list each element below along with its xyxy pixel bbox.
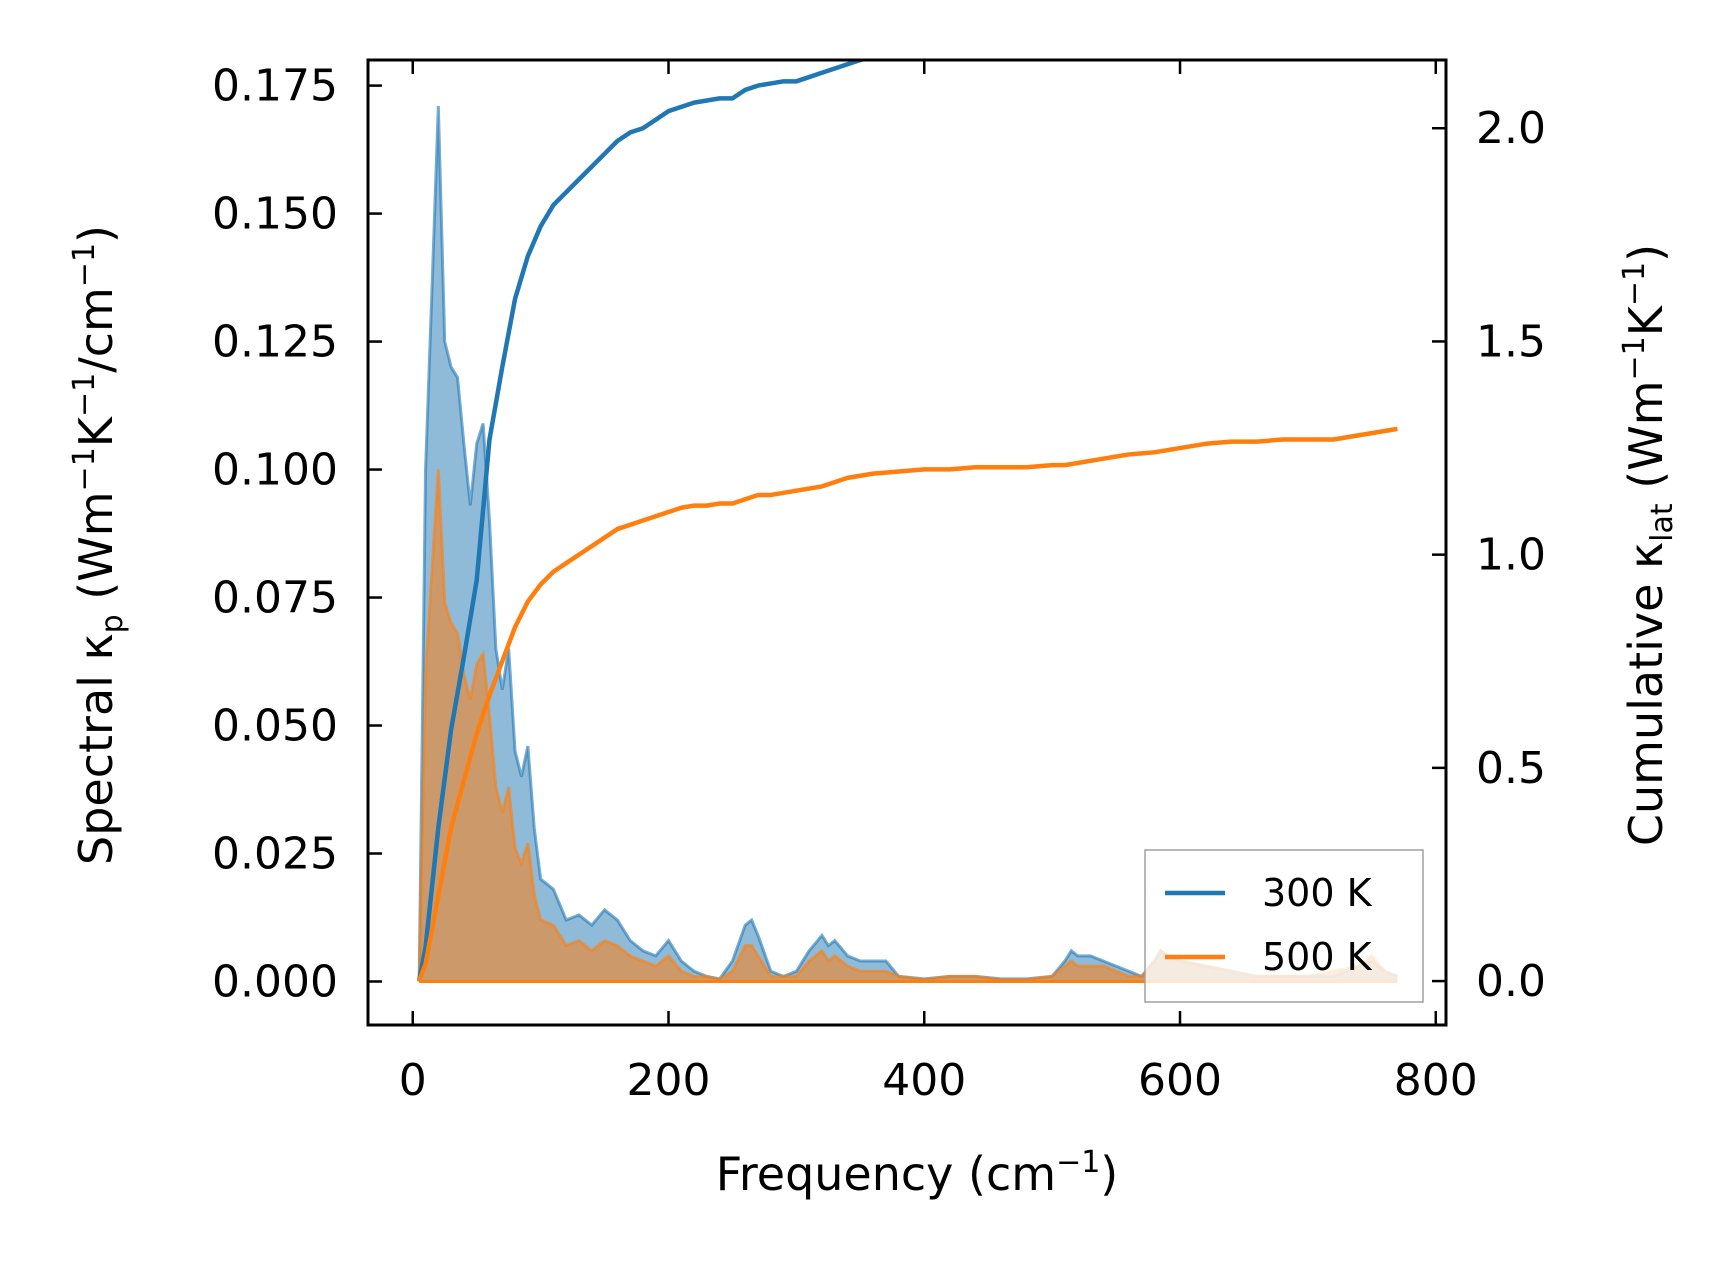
legend-box bbox=[1144, 849, 1424, 1003]
y-left-tick-label: 0.000 bbox=[212, 956, 338, 1007]
y-axis-right-title: Cumulative κlat (Wm−1K−1) bbox=[1617, 244, 1680, 846]
x-tick-label: 600 bbox=[1138, 1055, 1222, 1106]
y-right-tick-label: 0.5 bbox=[1476, 743, 1546, 794]
y-right-tick-label: 1.5 bbox=[1476, 316, 1546, 367]
y-left-tick-label: 0.075 bbox=[212, 573, 338, 624]
y-left-tick-label: 0.150 bbox=[212, 189, 338, 240]
y-right-tick-label: 0.0 bbox=[1476, 956, 1546, 1007]
x-tick-label: 800 bbox=[1394, 1055, 1478, 1106]
plot-frame bbox=[366, 58, 1448, 1027]
legend: 300 K 500 K bbox=[1144, 849, 1424, 1003]
axes-layer: 0 200 400 600 800 0.000 0.025 0.050 0.075 0.100 0.… bbox=[212, 58, 1546, 1106]
y-right-tick-label: 1.0 bbox=[1476, 530, 1546, 581]
x-tick-label: 200 bbox=[627, 1055, 711, 1106]
y-left-tick-label: 0.025 bbox=[212, 829, 338, 880]
y-left-tick-label: 0.175 bbox=[212, 61, 338, 112]
x-tick-label: 400 bbox=[882, 1055, 966, 1106]
x-tick-label: 0 bbox=[399, 1055, 427, 1106]
x-axis-title: Frequency (cm−1) bbox=[716, 1145, 1119, 1201]
legend-label: 300 K bbox=[1262, 871, 1373, 915]
y-axis-left-title: Spectral κp (Wm−1K−1/cm−1) bbox=[67, 225, 130, 865]
spectral-fill-500k bbox=[419, 469, 1398, 982]
y-left-tick-label: 0.100 bbox=[212, 445, 338, 496]
y-left-tick-label: 0.050 bbox=[212, 701, 338, 752]
y-left-tick-label: 0.125 bbox=[212, 317, 338, 368]
cumulative-line-300k bbox=[416, 60, 868, 982]
y-right-tick-label: 2.0 bbox=[1476, 103, 1546, 154]
legend-label: 500 K bbox=[1262, 935, 1373, 979]
cumulative-line-500k bbox=[417, 426, 1398, 982]
